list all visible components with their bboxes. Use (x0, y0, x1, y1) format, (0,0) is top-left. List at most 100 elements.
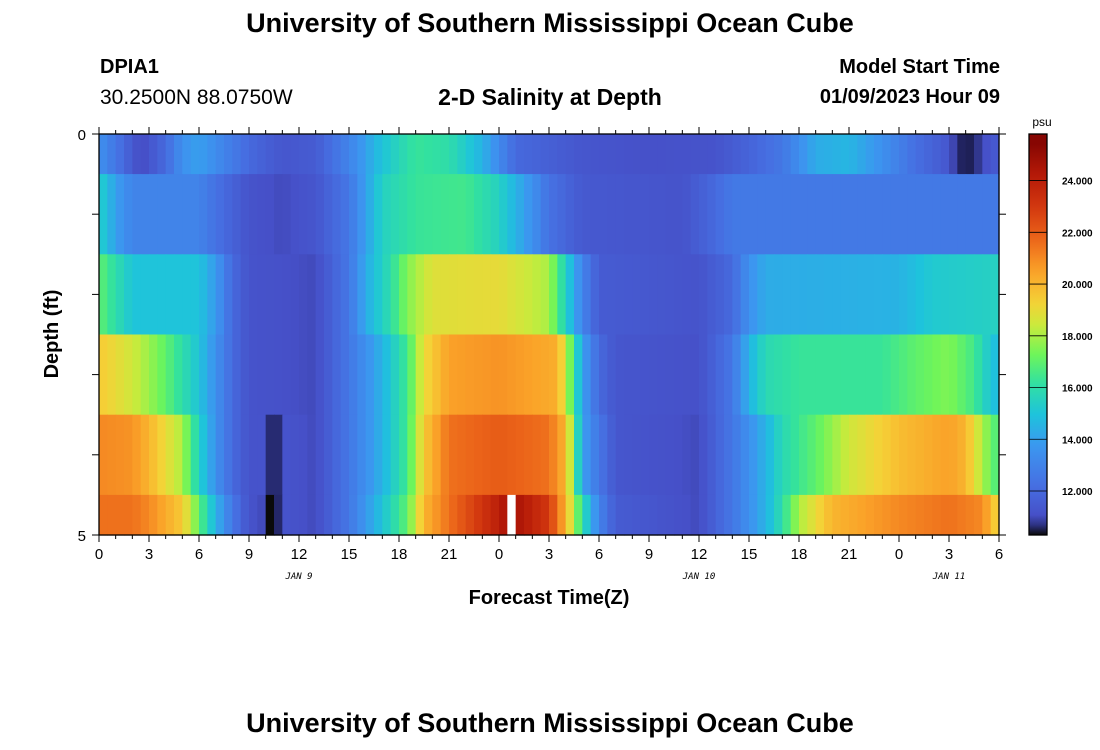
heatmap-cell (240, 174, 250, 255)
heatmap-cell (940, 494, 950, 536)
heatmap-cell (474, 134, 483, 175)
heatmap-cell (965, 494, 975, 536)
heatmap-cell (415, 134, 425, 175)
heatmap-cell (865, 414, 875, 496)
heatmap-cell (940, 134, 950, 175)
heatmap-cell (432, 174, 442, 255)
heatmap-cell (365, 414, 375, 496)
heatmap-cell (724, 414, 733, 496)
heatmap-cell (757, 494, 767, 536)
heatmap-cell (815, 414, 825, 496)
x-tick-label: 3 (945, 546, 953, 563)
heatmap-cell (799, 254, 808, 336)
heatmap-cell (524, 334, 533, 416)
heatmap-cell (524, 254, 533, 336)
heatmap-cell (790, 414, 800, 496)
heatmap-cell (157, 334, 167, 416)
model-start-value: 01/09/2023 Hour 09 (819, 86, 1000, 108)
heatmap-cell (582, 174, 592, 255)
heatmap-cell (932, 414, 942, 496)
heatmap-cell (815, 494, 825, 536)
heatmap-cell (199, 414, 208, 496)
heatmap-cell (107, 494, 117, 536)
heatmap-cell (907, 494, 917, 536)
heatmap-cell (640, 134, 650, 175)
heatmap-cell (399, 254, 408, 336)
heatmap-cell (757, 174, 767, 255)
date-label: JAN 9 (284, 572, 312, 582)
heatmap-cell (657, 254, 667, 336)
heatmap-cell (290, 414, 300, 496)
heatmap-cell (757, 134, 767, 175)
heatmap-cell (840, 414, 850, 496)
heatmap-cell (324, 134, 333, 175)
heatmap-cell (182, 134, 192, 175)
heatmap-cell (232, 494, 242, 536)
chart-title: 2-D Salinity at Depth (438, 84, 662, 110)
heatmap-cell (407, 134, 417, 175)
heatmap-cell (665, 174, 675, 255)
heatmap-cell (499, 134, 508, 175)
heatmap-cell (965, 254, 975, 336)
heatmap-cell (832, 494, 842, 536)
heatmap-cell (707, 334, 717, 416)
heatmap-cell (724, 494, 733, 536)
heatmap-cell (582, 494, 592, 536)
heatmap-cell (115, 174, 125, 255)
heatmap-cell (324, 254, 333, 336)
heatmap-cell (215, 174, 225, 255)
heatmap-cell (457, 134, 467, 175)
heatmap-cell (649, 334, 658, 416)
heatmap-cell (132, 414, 142, 496)
heatmap-cell (215, 134, 225, 175)
heatmap-cell (740, 414, 750, 496)
heatmap-cell (140, 334, 150, 416)
x-tick-label: 6 (595, 546, 603, 563)
heatmap-cell (490, 414, 500, 496)
x-tick-label: 12 (691, 546, 708, 563)
heatmap-cell (782, 494, 792, 536)
heatmap-cell (190, 174, 200, 255)
heatmap-cell (540, 174, 550, 255)
heatmap-cell (490, 174, 500, 255)
x-tick-label: 18 (391, 546, 408, 563)
heatmap-cell (857, 174, 867, 255)
heatmap-cell (982, 414, 992, 496)
heatmap-cell (257, 494, 267, 536)
heatmap-cell (757, 414, 767, 496)
heatmap-cell (982, 174, 992, 255)
heatmap-cell (732, 334, 742, 416)
heatmap-cell (790, 174, 800, 255)
heatmap-cell (640, 334, 650, 416)
heatmap-cell (315, 254, 325, 336)
heatmap-cell (674, 414, 683, 496)
heatmap-cell (874, 334, 883, 416)
heatmap-cell (807, 254, 817, 336)
heatmap-cell (140, 414, 150, 496)
heatmap-cell (340, 134, 350, 175)
heatmap-cell (657, 134, 667, 175)
heatmap-cell (315, 414, 325, 496)
footer-title: University of Southern Mississippi Ocean… (246, 708, 854, 738)
heatmap-cell (615, 494, 625, 536)
heatmap-cell (624, 254, 633, 336)
x-axis: 0 3 6 9 12 15 18 21 0 3 6 9 12 15 18 21 0 3 6 JAN 9 JAN 10 JA… (95, 127, 1003, 582)
heatmap-cell (582, 254, 592, 336)
heatmap-cell (824, 134, 833, 175)
heatmap-cell (240, 494, 250, 536)
heatmap-cell (265, 414, 275, 496)
heatmap-cell (174, 254, 183, 336)
heatmap-cell (649, 414, 658, 496)
x-tick-label: 9 (645, 546, 653, 563)
heatmap-cell (915, 134, 925, 175)
heatmap-cell (574, 414, 583, 496)
heatmap-cell (482, 334, 492, 416)
heatmap-cell (174, 494, 183, 536)
heatmap-cell (507, 174, 517, 255)
heatmap-cell (190, 334, 200, 416)
heatmap-cell (665, 494, 675, 536)
heatmap-cell (340, 334, 350, 416)
heatmap-cell (865, 174, 875, 255)
heatmap-cell (957, 254, 967, 336)
heatmap-cell (849, 174, 858, 255)
